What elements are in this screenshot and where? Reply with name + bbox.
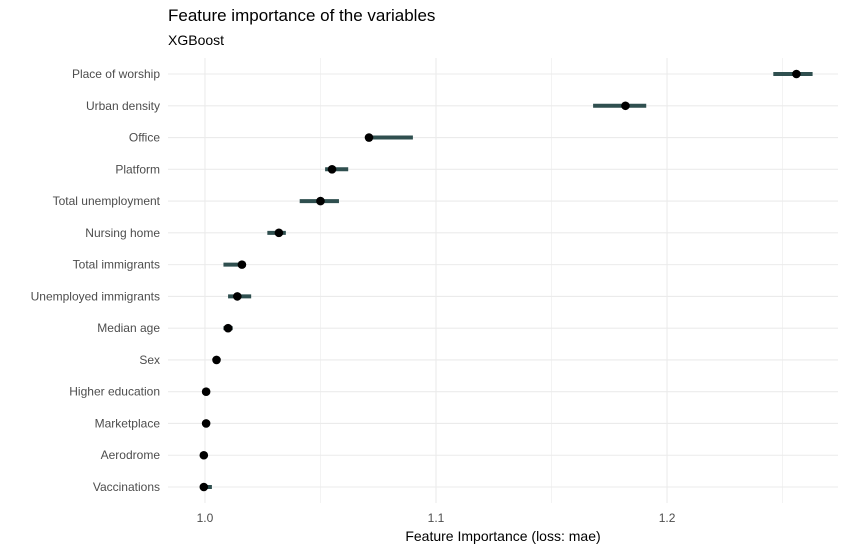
y-tick-label: Nursing home: [85, 226, 160, 240]
y-tick-label: Urban density: [86, 99, 160, 113]
data-point: [233, 292, 242, 301]
y-tick-label: Median age: [97, 321, 160, 335]
data-point: [364, 133, 374, 142]
y-tick-label: Platform: [115, 162, 160, 176]
y-tick-label: Total immigrants: [73, 258, 160, 272]
y-tick-label: Office: [129, 131, 160, 145]
data-point: [274, 228, 284, 238]
data-point: [199, 482, 209, 492]
y-tick-label: Marketplace: [95, 416, 161, 430]
y-tick-label: Place of worship: [72, 67, 160, 81]
data-point: [621, 101, 630, 111]
data-point: [327, 165, 337, 174]
data-point: [199, 450, 209, 460]
y-tick-label: Vaccinations: [93, 480, 160, 494]
data-point: [237, 260, 247, 269]
chart-subtitle: XGBoost: [168, 32, 225, 48]
x-tick-label: 1.2: [659, 511, 676, 525]
y-tick-label: Unemployed immigrants: [31, 289, 160, 303]
data-point: [201, 387, 211, 397]
x-axis-title: Feature Importance (loss: mae): [405, 528, 600, 544]
data-point: [201, 419, 211, 428]
x-tick-label: 1.1: [428, 511, 445, 525]
y-tick-label: Total unemployment: [53, 194, 161, 208]
data-point: [212, 355, 221, 365]
data-point: [223, 323, 233, 333]
y-tick-label: Sex: [139, 353, 160, 367]
x-tick-label: 1.0: [197, 511, 214, 525]
y-tick-label: Higher education: [69, 385, 160, 399]
data-point: [792, 69, 801, 79]
data-point: [316, 196, 325, 206]
chart-title: Feature importance of the variables: [168, 6, 436, 25]
y-tick-label: Aerodrome: [101, 448, 161, 462]
